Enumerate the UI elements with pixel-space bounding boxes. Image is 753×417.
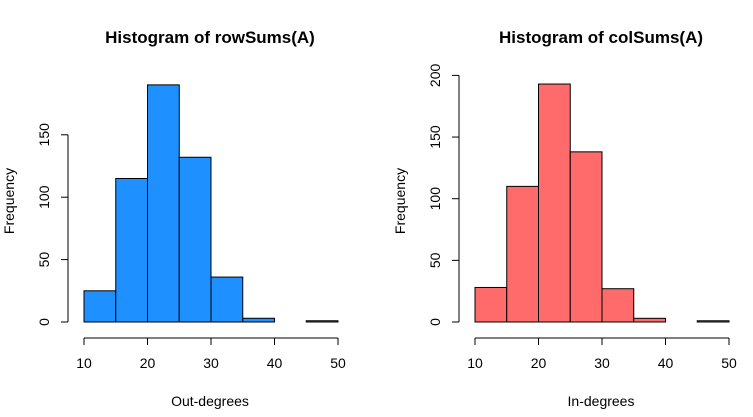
x-tick-label: 50 [721,355,737,371]
chart-title: Histogram of colSums(A) [499,28,703,47]
y-tick-label: 150 [427,125,443,149]
y-tick-label: 50 [427,252,443,268]
x-tick-label: 20 [531,355,547,371]
x-axis: 10 20 30 40 50 [467,337,737,371]
y-tick-label: 0 [36,318,52,326]
histogram-bar [210,276,244,323]
x-tick-label: 30 [594,355,610,371]
x-tick-label: 20 [140,355,156,371]
chart-title: Histogram of rowSums(A) [105,28,315,47]
y-tick-label: 0 [427,318,443,326]
histogram-bar [601,288,635,323]
bars [474,83,730,323]
y-axis: 0 50 100 150 [36,123,69,326]
histogram-panel-out-degrees: Histogram of rowSums(A) Out-degrees Freq… [1,28,346,409]
y-axis-label: Frequency [392,168,408,234]
x-axis: 10 20 30 40 50 [76,337,346,371]
x-tick-label: 50 [330,355,346,371]
x-tick-label: 10 [76,355,92,371]
histogram-bar [305,320,339,323]
histogram-bar [538,83,571,323]
histogram-bar [242,317,275,323]
histogram-bar [474,286,508,323]
x-axis-label: Out-degrees [171,393,249,409]
y-tick-label: 50 [36,252,52,268]
histogram-bar [506,185,539,323]
y-tick-label: 150 [36,123,52,147]
histogram-bar [569,151,603,323]
y-tick-label: 100 [427,187,443,211]
histogram-bar [147,84,180,323]
x-tick-label: 30 [203,355,219,371]
histogram-bar [178,156,212,323]
x-tick-label: 40 [658,355,674,371]
y-tick-label: 200 [427,64,443,88]
x-axis-label: In-degrees [568,393,635,409]
histogram-bar [83,290,117,323]
histogram-panel-in-degrees: Histogram of colSums(A) In-degrees Frequ… [392,28,737,409]
bars [83,84,339,323]
y-tick-label: 100 [36,185,52,209]
y-axis-label: Frequency [1,168,17,234]
x-tick-label: 40 [267,355,283,371]
histogram-bar [633,317,666,323]
y-axis: 0 50 100 150 200 [427,64,460,326]
x-tick-label: 10 [467,355,483,371]
histogram-bar [696,320,730,323]
histogram-bar [115,177,148,323]
